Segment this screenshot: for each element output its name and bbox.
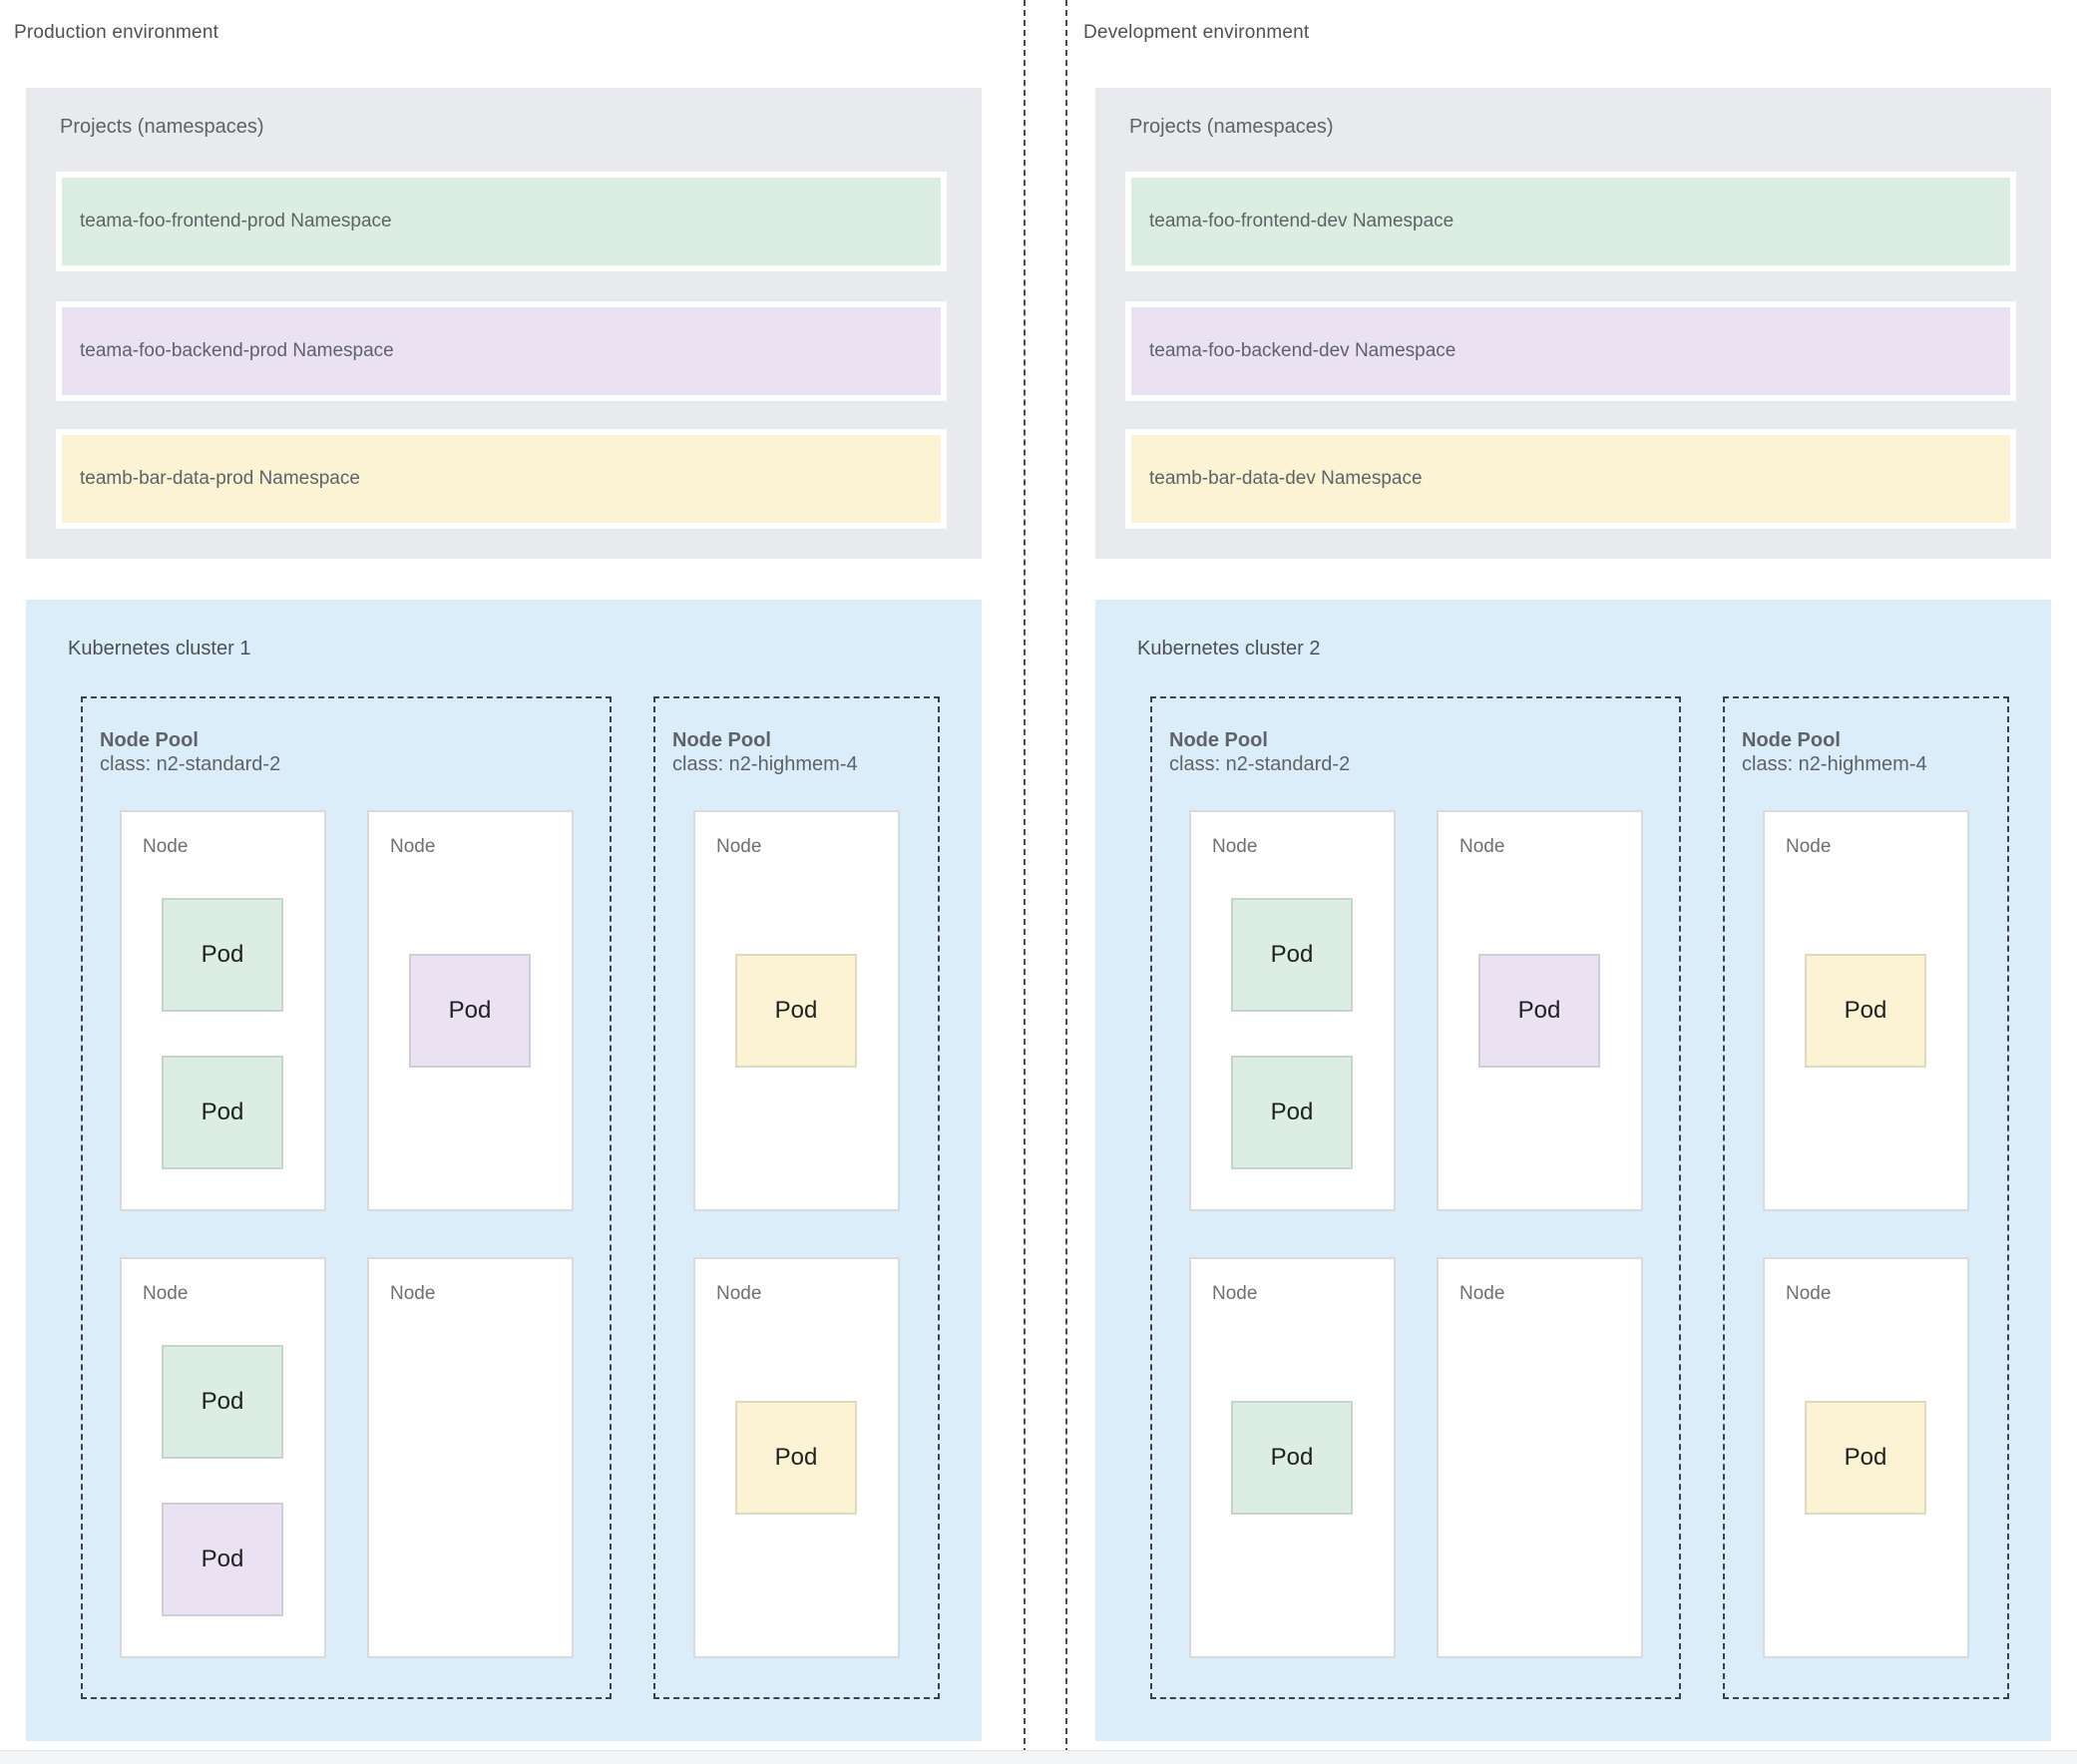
namespace-label: teamb-bar-data-dev Namespace: [1149, 468, 1423, 489]
node-pool-title: Node Pool: [672, 729, 771, 751]
namespace-bar-data-dev: teamb-bar-data-dev Namespace: [1125, 429, 2016, 529]
node: Node Pod Pod: [120, 810, 326, 1211]
namespace-label: teamb-bar-data-prod Namespace: [80, 468, 360, 489]
production-projects-box: Projects (namespaces) teama-foo-frontend…: [26, 88, 982, 559]
namespace-bar-backend-dev: teama-foo-backend-dev Namespace: [1125, 301, 2016, 401]
node: Node Pod: [1763, 1257, 1969, 1658]
namespace-bar-frontend-prod: teama-foo-frontend-prod Namespace: [56, 172, 947, 271]
node-label: Node: [716, 836, 762, 857]
projects-namespaces-title: Projects (namespaces): [60, 116, 264, 138]
node: Node Pod: [367, 810, 574, 1211]
pod-frontend: Pod: [1231, 1056, 1353, 1169]
node: Node Pod: [1763, 810, 1969, 1211]
namespace-label: teama-foo-backend-prod Namespace: [80, 340, 394, 361]
kubernetes-cluster-2-box: Kubernetes cluster 2 Node Pool class: n2…: [1095, 600, 2051, 1741]
node-label: Node: [143, 1283, 189, 1304]
kubernetes-cluster-1-box: Kubernetes cluster 1 Node Pool class: n2…: [26, 600, 982, 1741]
node: Node Pod: [1437, 810, 1643, 1211]
development-projects-box: Projects (namespaces) teama-foo-frontend…: [1095, 88, 2051, 559]
namespace-bar-frontend-dev: teama-foo-frontend-dev Namespace: [1125, 172, 2016, 271]
node-label: Node: [1786, 1283, 1832, 1304]
development-environment-section: Development environment Projects (namesp…: [1083, 0, 2051, 1764]
node-pool-class: class: n2-standard-2: [100, 753, 281, 775]
node-empty: Node: [367, 1257, 574, 1658]
pod-backend: Pod: [162, 1503, 283, 1616]
pod-frontend: Pod: [1231, 1401, 1353, 1515]
namespace-bar-data-prod: teamb-bar-data-prod Namespace: [56, 429, 947, 529]
node-label: Node: [1212, 836, 1258, 857]
node: Node Pod: [693, 1257, 900, 1658]
environment-divider-line: [1065, 0, 1067, 1764]
namespace-label: teama-foo-backend-dev Namespace: [1149, 340, 1456, 361]
node: Node Pod: [1189, 1257, 1396, 1658]
node-pool-header: Node Pool class: n2-standard-2: [100, 728, 280, 776]
node-empty: Node: [1437, 1257, 1643, 1658]
pod-data: Pod: [735, 1401, 857, 1515]
node-pool-header: Node Pool class: n2-highmem-4: [1742, 728, 1927, 776]
development-environment-label: Development environment: [1083, 22, 1310, 43]
pod-frontend: Pod: [162, 1345, 283, 1459]
pod-backend: Pod: [1478, 954, 1600, 1068]
node-label: Node: [390, 836, 436, 857]
node-pool-title: Node Pool: [1742, 729, 1841, 751]
node: Node Pod Pod: [120, 1257, 326, 1658]
production-environment-label: Production environment: [14, 22, 219, 43]
cluster-title: Kubernetes cluster 2: [1137, 638, 1321, 660]
node-pool-title: Node Pool: [100, 729, 199, 751]
namespace-label: teama-foo-frontend-prod Namespace: [80, 211, 392, 231]
pod-data: Pod: [1805, 954, 1926, 1068]
pod-frontend: Pod: [1231, 898, 1353, 1012]
node-pool-class: class: n2-highmem-4: [672, 753, 858, 775]
node-label: Node: [143, 836, 189, 857]
node-label: Node: [1212, 1283, 1258, 1304]
node-pool-standard: Node Pool class: n2-standard-2 Node Pod …: [81, 696, 612, 1699]
node-label: Node: [716, 1283, 762, 1304]
node-label: Node: [1786, 836, 1832, 857]
node-pool-header: Node Pool class: n2-standard-2: [1169, 728, 1350, 776]
namespace-bar-backend-prod: teama-foo-backend-prod Namespace: [56, 301, 947, 401]
namespace-label: teama-foo-frontend-dev Namespace: [1149, 211, 1454, 231]
pod-frontend: Pod: [162, 1056, 283, 1169]
node-pool-highmem: Node Pool class: n2-highmem-4 Node Pod N…: [1723, 696, 2009, 1699]
pod-backend: Pod: [409, 954, 531, 1068]
page-bottom-strip: [0, 1750, 2077, 1764]
node-pool-highmem: Node Pool class: n2-highmem-4 Node Pod N…: [653, 696, 940, 1699]
node-pool-class: class: n2-highmem-4: [1742, 753, 1927, 775]
node-pool-title: Node Pool: [1169, 729, 1268, 751]
node: Node Pod: [693, 810, 900, 1211]
node-pool-header: Node Pool class: n2-highmem-4: [672, 728, 858, 776]
node-label: Node: [390, 1283, 436, 1304]
pod-frontend: Pod: [162, 898, 283, 1012]
pod-data: Pod: [1805, 1401, 1926, 1515]
production-environment-section: Production environment Projects (namespa…: [14, 0, 982, 1764]
environment-divider-line: [1024, 0, 1026, 1764]
node-label: Node: [1459, 836, 1505, 857]
node-pool-class: class: n2-standard-2: [1169, 753, 1351, 775]
node: Node Pod Pod: [1189, 810, 1396, 1211]
projects-namespaces-title: Projects (namespaces): [1129, 116, 1334, 138]
cluster-title: Kubernetes cluster 1: [68, 638, 251, 660]
node-pool-standard: Node Pool class: n2-standard-2 Node Pod …: [1150, 696, 1681, 1699]
node-label: Node: [1459, 1283, 1505, 1304]
pod-data: Pod: [735, 954, 857, 1068]
